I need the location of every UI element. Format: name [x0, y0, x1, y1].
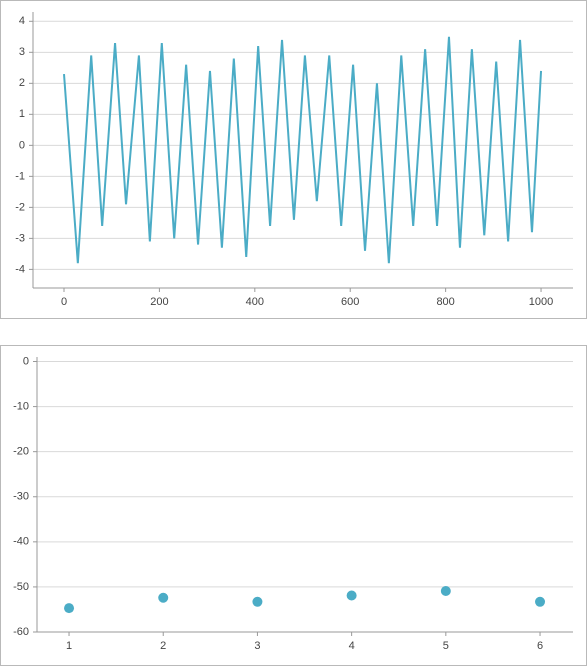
y-tick-label: -30: [13, 491, 29, 503]
x-tick-label: 6: [537, 640, 543, 652]
chart-panel: [0, 345, 587, 666]
point: [158, 592, 169, 603]
y-tick-label: 0: [23, 355, 29, 367]
x-tick-label: 4: [349, 640, 355, 652]
x-tick-label: 400: [246, 296, 264, 308]
y-tick-label: 2: [19, 77, 25, 89]
y-tick-label: -50: [13, 581, 29, 593]
y-tick-label: -40: [13, 536, 29, 548]
x-tick-label: 1: [66, 640, 72, 652]
y-tick-label: 3: [19, 46, 25, 58]
x-tick-label: 5: [443, 640, 449, 652]
point: [346, 590, 357, 601]
y-tick-label: -60: [13, 626, 29, 638]
x-tick-label: 2: [160, 640, 166, 652]
y-tick-label: -2: [15, 201, 25, 213]
y-tick-label: -1: [15, 170, 25, 182]
y-tick-label: -3: [15, 232, 25, 244]
point: [252, 596, 263, 607]
y-tick-label: -20: [13, 446, 29, 458]
chart-panel: [0, 0, 587, 319]
y-tick-label: -10: [13, 400, 29, 412]
y-tick-label: -4: [15, 263, 25, 275]
x-tick-label: 800: [436, 296, 454, 308]
x-tick-label: 600: [341, 296, 359, 308]
y-tick-label: 4: [19, 15, 25, 27]
x-tick-label: 0: [61, 296, 67, 308]
x-tick-label: 1000: [529, 296, 553, 308]
x-tick-label: 3: [254, 640, 260, 652]
line: [63, 36, 543, 264]
point: [440, 585, 451, 596]
x-tick-label: 200: [150, 296, 168, 308]
point: [64, 603, 75, 614]
point: [535, 596, 546, 607]
y-tick-label: 1: [19, 108, 25, 120]
y-tick-label: 0: [19, 139, 25, 151]
